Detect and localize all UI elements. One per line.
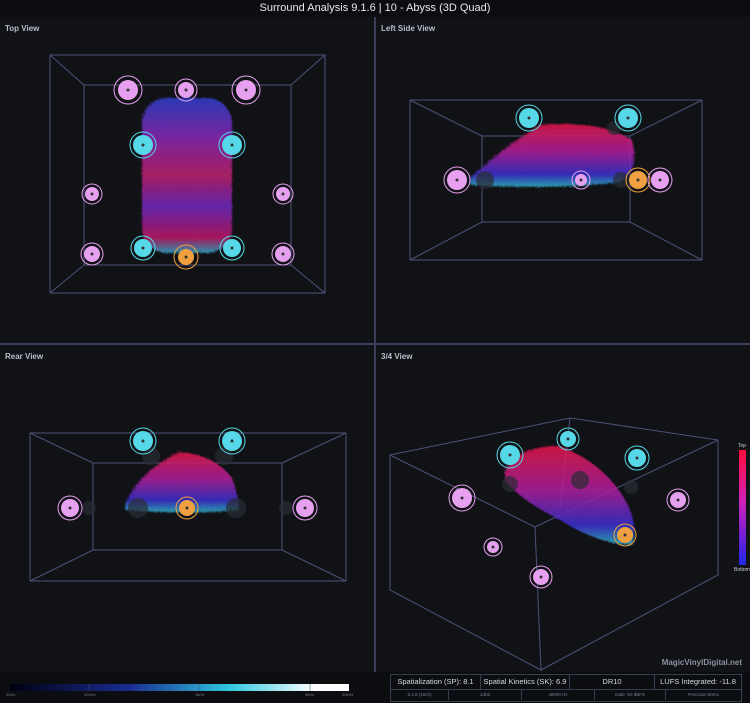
three-quarter-speakers: [448, 427, 690, 589]
speaker-height-icon: [272, 183, 294, 205]
speaker-lfe-icon: [613, 523, 637, 547]
speaker-height-icon: [529, 565, 553, 589]
speaker-height-icon: [443, 166, 471, 194]
stats-row-divider: [391, 689, 741, 690]
speaker-height-icon: [448, 484, 476, 512]
dynamic-range-stat: DR10: [570, 675, 655, 689]
legend-bottom-label: Bottom: [734, 567, 750, 573]
freq-label-4: 5kHz: [305, 692, 315, 697]
freq-label-2: 100Hz: [84, 692, 96, 697]
speaker-height-icon: [666, 488, 690, 512]
left-side-view-label: Left Side View: [381, 24, 436, 33]
speaker-lfe-icon: [625, 167, 651, 193]
speaker-main-icon: [496, 441, 524, 469]
gate-info: Gate -60 dBFS: [595, 690, 666, 700]
bit-depth-info: 24bit: [449, 690, 522, 700]
speaker-height-icon: [113, 75, 143, 105]
three-quarter-view-label: 3/4 View: [381, 352, 413, 361]
speaker-main-icon: [219, 235, 245, 261]
rear-view-speakers: [57, 427, 318, 521]
precision-info: Precision 50ms: [688, 692, 719, 697]
sample-rate-info: 48000 Hz: [522, 690, 595, 700]
three-quarter-sound-cloud: [505, 445, 635, 545]
lufs-stat: LUFS Integrated: -11.8: [660, 677, 736, 686]
speaker-height-icon: [292, 495, 318, 521]
speaker-main-icon: [129, 131, 157, 159]
speaker-height-icon: [271, 242, 295, 266]
window-title: Surround Analysis 9.1.6 | 10 - Abyss (3D…: [0, 0, 750, 17]
speaker-height-icon: [571, 170, 591, 190]
speaker-height-icon: [80, 242, 104, 266]
speaker-lfe-icon: [175, 496, 199, 520]
speaker-height-icon: [81, 183, 103, 205]
speaker-lfe-icon: [173, 244, 199, 270]
speaker-height-icon: [231, 75, 261, 105]
speaker-main-icon: [614, 104, 642, 132]
stats-panel: Spatialization (SP): 8.1 Spatial Kinetic…: [390, 674, 742, 702]
top-view-speakers: [80, 75, 295, 270]
freq-label-5: 20kHz: [342, 692, 354, 697]
left-side-sound-cloud: [470, 124, 635, 187]
speaker-main-icon: [129, 427, 157, 455]
speaker-main-icon: [218, 427, 246, 455]
height-color-legend: [739, 450, 746, 565]
speaker-height-icon: [174, 78, 198, 102]
spatialization-stat: Spatialization (SP): 8.1: [391, 675, 481, 689]
speaker-height-icon: [57, 495, 83, 521]
speaker-main-icon: [130, 235, 156, 261]
rear-view-sound-cloud: [125, 452, 239, 513]
frequency-color-scale: [10, 684, 349, 691]
speaker-main-icon: [556, 427, 580, 451]
horizontal-divider: [0, 343, 750, 345]
legend-top-label: Top: [738, 443, 747, 449]
watermark: MagicVinylDigital.net: [661, 658, 742, 667]
speaker-main-icon: [515, 104, 543, 132]
freq-label-3: 1kHz: [195, 692, 205, 697]
spatial-kinetics-stat: Spatial Kinetics (SK): 6.9: [481, 675, 570, 689]
top-view-label: Top View: [5, 24, 40, 33]
speaker-main-icon: [624, 445, 650, 471]
freq-label-1: 20Hz: [6, 692, 16, 697]
speaker-height-icon: [483, 537, 503, 557]
channel-config-info: 9.1.6 (16ch): [391, 690, 449, 700]
rear-view-label: Rear View: [5, 352, 44, 361]
speaker-height-icon: [647, 167, 673, 193]
speaker-main-icon: [218, 131, 246, 159]
left-side-speakers: [443, 104, 673, 194]
top-view-sound-cloud: [142, 98, 232, 253]
